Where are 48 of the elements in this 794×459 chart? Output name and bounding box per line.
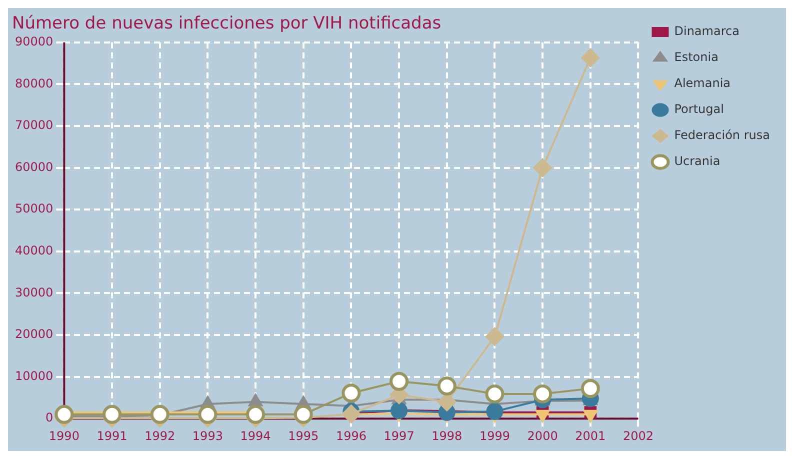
x-tick-label: 1992 — [144, 428, 176, 443]
point — [580, 48, 600, 68]
point — [102, 404, 122, 424]
x-tick-label: 1995 — [288, 428, 319, 443]
x-tick-label: 1993 — [192, 428, 223, 443]
x-tick-label: 2000 — [527, 428, 558, 443]
legend-label: Dinamarca — [674, 24, 740, 38]
point — [437, 376, 456, 396]
y-tick-label: 30000 — [14, 285, 54, 300]
point — [342, 404, 361, 424]
y-tick-label: 80000 — [14, 76, 54, 90]
x-tick-label: 1999 — [479, 428, 510, 443]
y-tick-label: 90000 — [14, 34, 54, 49]
point — [294, 404, 313, 424]
point — [486, 402, 504, 420]
point — [198, 404, 218, 424]
point — [54, 404, 74, 424]
point — [485, 384, 504, 404]
x-tick-label: 2002 — [622, 428, 654, 443]
legend-label: Federación rusa — [674, 128, 770, 142]
y-tick-label: 50000 — [14, 202, 54, 216]
x-tick-label: 1991 — [96, 428, 128, 443]
x-tick-label: 1994 — [240, 428, 271, 443]
x-tick-label: 1998 — [432, 428, 462, 443]
point — [150, 404, 170, 424]
legend-label: Ucrania — [674, 154, 720, 168]
point — [485, 327, 504, 346]
y-tick-label: 20000 — [14, 327, 54, 342]
point — [390, 372, 409, 391]
y-tick-label: 60000 — [14, 160, 54, 174]
legend-label: Alemania — [674, 76, 731, 90]
legend-label: Portugal — [674, 102, 724, 116]
x-tick-label: 1996 — [336, 428, 366, 443]
point — [533, 158, 552, 178]
point — [580, 379, 600, 398]
point — [342, 384, 361, 403]
y-tick-label: 10000 — [14, 368, 54, 383]
x-tick-label: 1997 — [384, 428, 414, 443]
y-tick-label: 0 — [46, 410, 54, 425]
point — [533, 384, 552, 404]
y-tick-label: 70000 — [14, 118, 54, 132]
y-tick-label: 40000 — [14, 244, 54, 258]
x-tick-label: 1990 — [48, 428, 80, 443]
legend-label: Estonia — [674, 50, 718, 64]
point — [246, 404, 266, 424]
chart-title: Número de nuevas infecciones por VIH notificadas — [12, 14, 442, 34]
point — [390, 402, 408, 420]
x-tick-label: 2001 — [575, 428, 606, 443]
